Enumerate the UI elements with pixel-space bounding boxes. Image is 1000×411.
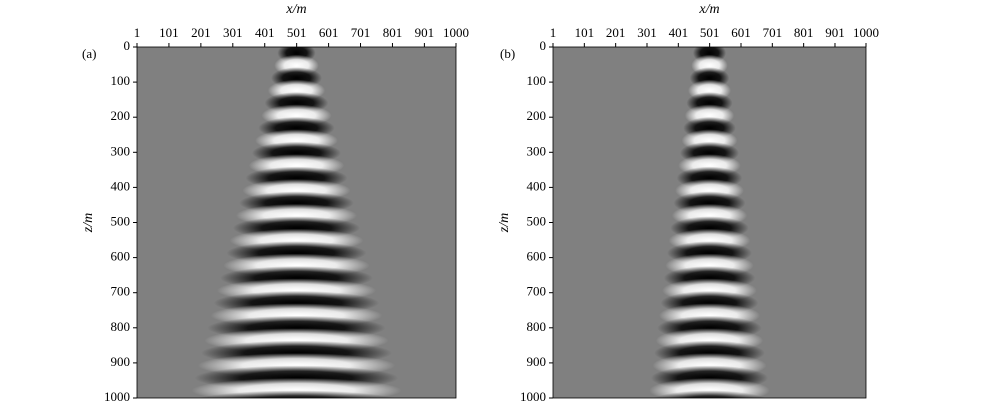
y-tick-label: 1000 (104, 389, 130, 404)
y-tick-label: 800 (111, 319, 131, 334)
x-tick-label: 901 (415, 25, 435, 40)
heatmap-image (553, 47, 866, 398)
x-tick-label: 101 (575, 25, 595, 40)
wave-band (652, 390, 767, 398)
x-tick-label: 901 (825, 25, 845, 40)
x-tick-label: 1 (134, 25, 141, 40)
y-tick-label: 500 (527, 213, 547, 228)
y-tick-label: 300 (111, 143, 131, 158)
y-tick-label: 200 (527, 108, 547, 123)
y-tick-label: 100 (111, 73, 131, 88)
x-tick-label: 801 (794, 25, 814, 40)
x-tick-label: 301 (223, 25, 243, 40)
x-tick-label: 601 (731, 25, 751, 40)
y-tick-label: 800 (527, 319, 547, 334)
x-tick-label: 801 (383, 25, 403, 40)
y-tick-label: 100 (527, 73, 547, 88)
x-tick-label: 401 (255, 25, 275, 40)
y-tick-label: 600 (111, 249, 131, 264)
x-tick-label: 101 (159, 25, 179, 40)
heatmap-image (137, 47, 456, 398)
x-tick-label: 201 (606, 25, 626, 40)
y-tick-label: 600 (527, 249, 547, 264)
wave-band (197, 390, 396, 398)
x-tick-label: 201 (191, 25, 211, 40)
x-tick-label: 701 (351, 25, 371, 40)
y-tick-label: 0 (540, 38, 547, 53)
x-axis-title: x/m (285, 2, 306, 17)
x-axis-title: x/m (698, 2, 719, 17)
x-tick-label: 501 (287, 25, 307, 40)
x-tick-label: 401 (669, 25, 689, 40)
x-tick-label: 601 (319, 25, 339, 40)
y-tick-label: 400 (111, 178, 131, 193)
y-tick-label: 500 (111, 213, 131, 228)
y-tick-label: 0 (124, 38, 131, 53)
panel-label: (a) (82, 46, 96, 61)
x-tick-label: 1000 (443, 25, 469, 40)
y-tick-label: 300 (527, 143, 547, 158)
y-tick-label: 700 (111, 284, 131, 299)
x-tick-label: 501 (700, 25, 720, 40)
y-axis-title: z/m (497, 213, 512, 233)
panel-label: (b) (500, 46, 515, 61)
x-tick-label: 701 (763, 25, 783, 40)
x-tick-label: 301 (637, 25, 657, 40)
y-tick-label: 200 (111, 108, 131, 123)
y-tick-label: 1000 (520, 389, 546, 404)
x-tick-label: 1000 (853, 25, 879, 40)
x-tick-label: 1 (550, 25, 557, 40)
y-tick-label: 400 (527, 178, 547, 193)
y-tick-label: 700 (527, 284, 547, 299)
y-axis-title: z/m (81, 213, 96, 233)
y-tick-label: 900 (527, 354, 547, 369)
y-tick-label: 900 (111, 354, 131, 369)
